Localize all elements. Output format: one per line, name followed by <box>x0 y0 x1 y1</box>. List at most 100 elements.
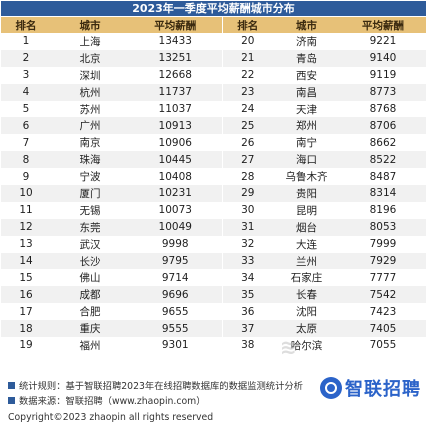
salary-cell: 10231 <box>129 185 222 202</box>
rank-cell: 13 <box>1 235 51 253</box>
city-cell: 石家庄 <box>273 269 340 287</box>
city-cell: 武汉 <box>51 235 129 253</box>
table-row: 9 宁波 10408 28 乌鲁木齐 8487 <box>1 168 426 186</box>
rank-cell: 2 <box>1 49 51 67</box>
rank-cell: 18 <box>1 320 51 338</box>
table-row: 16 成都 9696 35 长春 7542 <box>1 286 426 304</box>
salary-cell: 9119 <box>340 66 426 84</box>
city-cell: 东莞 <box>51 218 129 236</box>
table-row: 4 杭州 11737 23 南昌 8773 <box>1 83 426 101</box>
salary-cell: 7777 <box>340 269 426 287</box>
rank-cell: 9 <box>1 168 51 186</box>
rank-cell: 15 <box>1 269 51 287</box>
salary-cell: 7405 <box>340 320 426 338</box>
header-rank: 排名 <box>1 17 51 33</box>
city-cell: 海口 <box>273 151 340 169</box>
rank-cell: 3 <box>1 66 51 84</box>
salary-cell: 10913 <box>129 117 222 135</box>
salary-cell: 7423 <box>340 303 426 321</box>
salary-cell: 9301 <box>129 337 222 354</box>
rank-cell: 5 <box>1 100 51 118</box>
city-cell: 贵阳 <box>273 185 340 202</box>
rank-cell: 35 <box>221 286 273 304</box>
table-row: 14 长沙 9795 33 兰州 7929 <box>1 252 426 270</box>
brand-name: 智联招聘 <box>345 379 421 400</box>
city-cell: 重庆 <box>51 320 129 338</box>
table-row: 6 广州 10913 25 郑州 8706 <box>1 117 426 135</box>
city-cell: 济南 <box>273 33 340 50</box>
city-cell: 南京 <box>51 134 129 152</box>
bullet-icon <box>8 397 15 404</box>
table-row: 15 佛山 9714 34 石家庄 7777 <box>1 269 426 287</box>
city-cell: 合肥 <box>51 303 129 321</box>
bullet-icon <box>8 382 15 389</box>
rank-cell: 31 <box>221 218 273 236</box>
city-cell: 太原 <box>273 320 340 338</box>
salary-cell: 8706 <box>340 117 426 135</box>
city-cell: 天津 <box>273 100 340 118</box>
city-cell: 长春 <box>273 286 340 304</box>
rank-cell: 26 <box>221 134 273 152</box>
table-title: 2023年一季度平均薪酬城市分布 <box>1 1 426 16</box>
table-row: 19 福州 9301 38 哈尔滨 7055 <box>1 337 426 354</box>
rank-cell: 17 <box>1 303 51 321</box>
rank-cell: 19 <box>1 337 51 354</box>
rank-cell: 37 <box>221 320 273 338</box>
salary-cell: 7929 <box>340 252 426 270</box>
city-cell: 深圳 <box>51 66 129 84</box>
table-row: 10 厦门 10231 29 贵阳 8314 <box>1 185 426 202</box>
copyright-text: Copyright©2023 zhaopin all rights reserv… <box>8 412 214 423</box>
rank-cell: 12 <box>1 218 51 236</box>
zhaopin-logo: 智联招聘 <box>320 375 421 401</box>
salary-cell: 12668 <box>129 66 222 84</box>
salary-cell: 10906 <box>129 134 222 152</box>
city-cell: 南昌 <box>273 83 340 101</box>
rank-cell: 11 <box>1 201 51 219</box>
rule-note: 统计规则：基于智联招聘2023年在线招聘数据库的数据监测统计分析 <box>8 378 303 392</box>
header-salary: 平均薪酬 <box>340 17 426 33</box>
salary-cell: 7055 <box>340 337 426 354</box>
table-row: 11 无锡 10073 30 昆明 8196 <box>1 201 426 219</box>
rank-cell: 27 <box>221 151 273 169</box>
salary-cell: 9795 <box>129 252 222 270</box>
rule-text: 统计规则：基于智联招聘2023年在线招聘数据库的数据监测统计分析 <box>19 381 303 392</box>
header-rank: 排名 <box>221 17 273 33</box>
salary-cell: 8487 <box>340 168 426 186</box>
rank-cell: 32 <box>221 235 273 253</box>
table-row: 8 珠海 10445 27 海口 8522 <box>1 151 426 169</box>
rank-cell: 20 <box>221 33 273 50</box>
city-cell: 昆明 <box>273 201 340 219</box>
header-city: 城市 <box>273 17 340 33</box>
rank-cell: 36 <box>221 303 273 321</box>
table-header-row: 排名 城市 平均薪酬 排名 城市 平均薪酬 <box>1 17 426 33</box>
salary-cell: 8053 <box>340 218 426 236</box>
salary-cell: 13433 <box>129 33 222 50</box>
salary-cell: 13251 <box>129 49 222 67</box>
salary-cell: 7542 <box>340 286 426 304</box>
salary-cell: 8662 <box>340 134 426 152</box>
rank-cell: 28 <box>221 168 273 186</box>
rank-cell: 22 <box>221 66 273 84</box>
salary-cell: 10073 <box>129 201 222 219</box>
rank-cell: 14 <box>1 252 51 270</box>
city-cell: 广州 <box>51 117 129 135</box>
rank-cell: 7 <box>1 134 51 152</box>
rank-cell: 23 <box>221 83 273 101</box>
salary-cell: 9696 <box>129 286 222 304</box>
salary-cell: 7999 <box>340 235 426 253</box>
salary-cell: 11037 <box>129 100 222 118</box>
rank-cell: 25 <box>221 117 273 135</box>
city-cell: 无锡 <box>51 201 129 219</box>
city-cell: 沈阳 <box>273 303 340 321</box>
salary-cell: 8522 <box>340 151 426 169</box>
table-row: 17 合肥 9655 36 沈阳 7423 <box>1 303 426 321</box>
city-cell: 宁波 <box>51 168 129 186</box>
table-row: 12 东莞 10049 31 烟台 8053 <box>1 218 426 236</box>
city-cell: 南宁 <box>273 134 340 152</box>
city-cell: 乌鲁木齐 <box>273 168 340 186</box>
rank-cell: 29 <box>221 185 273 202</box>
rank-cell: 24 <box>221 100 273 118</box>
city-cell: 厦门 <box>51 185 129 202</box>
salary-cell: 10445 <box>129 151 222 169</box>
city-cell: 兰州 <box>273 252 340 270</box>
